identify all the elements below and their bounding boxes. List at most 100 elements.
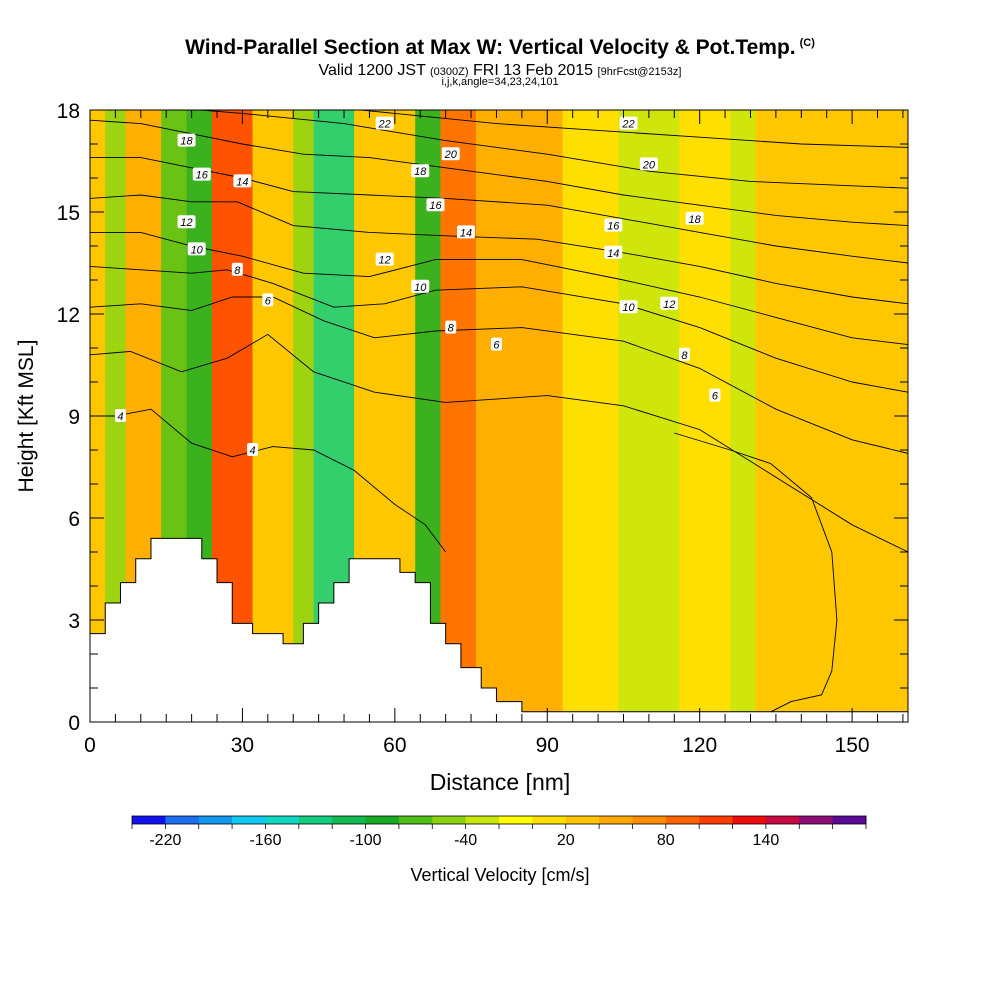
contour-label: 16 bbox=[426, 198, 445, 212]
contour-label: 6 bbox=[490, 337, 502, 352]
theta-contour-4 bbox=[90, 408, 447, 553]
colorbar-swatch bbox=[165, 816, 200, 824]
x-tick-label: 0 bbox=[84, 734, 96, 757]
svg-text:12: 12 bbox=[663, 299, 675, 311]
velocity-column bbox=[476, 110, 563, 722]
svg-text:8: 8 bbox=[234, 265, 241, 277]
colorbar-swatch bbox=[198, 816, 233, 824]
colorbar-label: Vertical Velocity [cm/s] bbox=[410, 865, 589, 885]
contour-label: 12 bbox=[375, 252, 394, 267]
colorbar-tick-label: -40 bbox=[454, 832, 477, 849]
copyright-mark: (C) bbox=[799, 37, 815, 49]
y-axis-label: Height [Kft MSL] bbox=[15, 340, 38, 493]
theta-contour-8 bbox=[90, 296, 908, 454]
svg-text:6: 6 bbox=[265, 295, 272, 307]
svg-text:18: 18 bbox=[688, 214, 701, 226]
colorbar-swatch bbox=[499, 816, 533, 824]
svg-text:12: 12 bbox=[379, 255, 391, 267]
colorbar-swatch bbox=[632, 816, 667, 824]
contour-label: 20 bbox=[639, 157, 658, 171]
contour-label: 8 bbox=[678, 347, 690, 362]
contour-label: 14 bbox=[456, 225, 475, 239]
svg-text:8: 8 bbox=[681, 350, 688, 362]
colorbar-swatch bbox=[132, 816, 166, 824]
x-tick-label: 60 bbox=[383, 734, 406, 757]
colorbar-tick-label: 80 bbox=[657, 832, 675, 849]
velocity-column bbox=[755, 110, 827, 722]
valid-utc: (0300Z) bbox=[430, 66, 469, 78]
colorbar-swatch bbox=[265, 816, 300, 824]
colorbar-tick-label: 140 bbox=[753, 832, 780, 849]
y-tick-label: 15 bbox=[57, 202, 80, 225]
colorbar-swatch bbox=[799, 816, 834, 824]
svg-text:6: 6 bbox=[493, 340, 500, 352]
contour-label: 20 bbox=[441, 147, 460, 161]
valid-prefix: Valid 1200 JST bbox=[318, 62, 426, 79]
x-axis-label: Distance [nm] bbox=[430, 769, 571, 795]
svg-text:20: 20 bbox=[444, 149, 458, 161]
svg-text:12: 12 bbox=[180, 217, 192, 229]
x-tick-label: 150 bbox=[835, 734, 870, 757]
contour-label: 12 bbox=[660, 296, 679, 311]
colorbar-swatch bbox=[599, 816, 633, 824]
velocity-column bbox=[618, 110, 680, 722]
y-tick-label: 6 bbox=[68, 508, 80, 531]
svg-text:14: 14 bbox=[460, 227, 472, 239]
contour-label: 6 bbox=[262, 293, 274, 307]
svg-text:18: 18 bbox=[180, 136, 193, 148]
svg-text:6: 6 bbox=[712, 391, 719, 403]
valid-time-line: Valid 1200 JST (0300Z) FRI 13 Feb 2015 [… bbox=[0, 62, 1000, 80]
y-tick-label: 0 bbox=[68, 712, 80, 735]
contour-label: 22 bbox=[375, 116, 394, 131]
colorbar-tick-label: 20 bbox=[557, 832, 575, 849]
svg-text:14: 14 bbox=[607, 248, 619, 260]
colorbar-swatch bbox=[298, 816, 333, 824]
valid-date: FRI 13 Feb 2015 bbox=[473, 62, 594, 79]
y-tick-label: 9 bbox=[68, 406, 80, 429]
svg-text:16: 16 bbox=[607, 221, 620, 233]
svg-text:10: 10 bbox=[622, 302, 635, 314]
colorbar-tick-label: -220 bbox=[149, 832, 181, 849]
contour-label: 10 bbox=[619, 300, 638, 314]
section-params: i,j,k,angle=34,23,24,101 bbox=[441, 76, 559, 88]
svg-text:4: 4 bbox=[117, 411, 123, 423]
x-tick-label: 90 bbox=[536, 734, 559, 757]
contour-label: 16 bbox=[192, 167, 211, 182]
x-tick-label: 120 bbox=[682, 734, 717, 757]
velocity-column bbox=[730, 110, 756, 722]
svg-text:14: 14 bbox=[236, 176, 248, 188]
terrain-layer bbox=[89, 537, 909, 723]
svg-text:18: 18 bbox=[414, 166, 427, 178]
colorbar: -220 -160 -100 -40 20 80 140 bbox=[131, 815, 867, 849]
y-tick-label: 3 bbox=[68, 610, 80, 633]
chart-title: Wind-Parallel Section at Max W: Vertical… bbox=[185, 36, 815, 59]
colorbar-swatch bbox=[832, 816, 867, 824]
contour-label: 18 bbox=[411, 164, 430, 178]
colorbar-swatch bbox=[565, 816, 600, 824]
colorbar-swatch bbox=[665, 816, 700, 824]
colorbar-swatch bbox=[465, 816, 500, 824]
theta-contour-6 bbox=[90, 333, 908, 553]
svg-text:16: 16 bbox=[196, 170, 209, 182]
velocity-column bbox=[562, 110, 619, 722]
colorbar-swatch bbox=[232, 816, 266, 824]
svg-text:10: 10 bbox=[191, 244, 204, 256]
colorbar-tick-label: -100 bbox=[350, 832, 382, 849]
svg-text:10: 10 bbox=[414, 282, 427, 294]
contour-label-layer: 4 4 6 6 6 8 8 8 10 10 10 12 12 12 14 14 14 16 16 16 18 18 18 20… bbox=[114, 116, 721, 457]
theta-contour-10 bbox=[90, 265, 908, 393]
x-tick-label: 30 bbox=[231, 734, 254, 757]
colorbar-swatch bbox=[765, 816, 800, 824]
velocity-column bbox=[293, 110, 314, 722]
colorbar-swatch bbox=[365, 816, 400, 824]
contour-label: 10 bbox=[411, 279, 430, 294]
velocity-column bbox=[252, 110, 294, 722]
forecast-info: [9hrFcst@2153z] bbox=[597, 66, 682, 78]
velocity-column bbox=[440, 110, 477, 722]
colorbar-tick-label: -160 bbox=[249, 832, 281, 849]
contour-label: 14 bbox=[233, 174, 252, 188]
svg-text:4: 4 bbox=[250, 445, 256, 457]
theta-contour-extra bbox=[674, 432, 838, 713]
colorbar-swatch bbox=[332, 816, 367, 824]
svg-text:22: 22 bbox=[621, 119, 634, 131]
